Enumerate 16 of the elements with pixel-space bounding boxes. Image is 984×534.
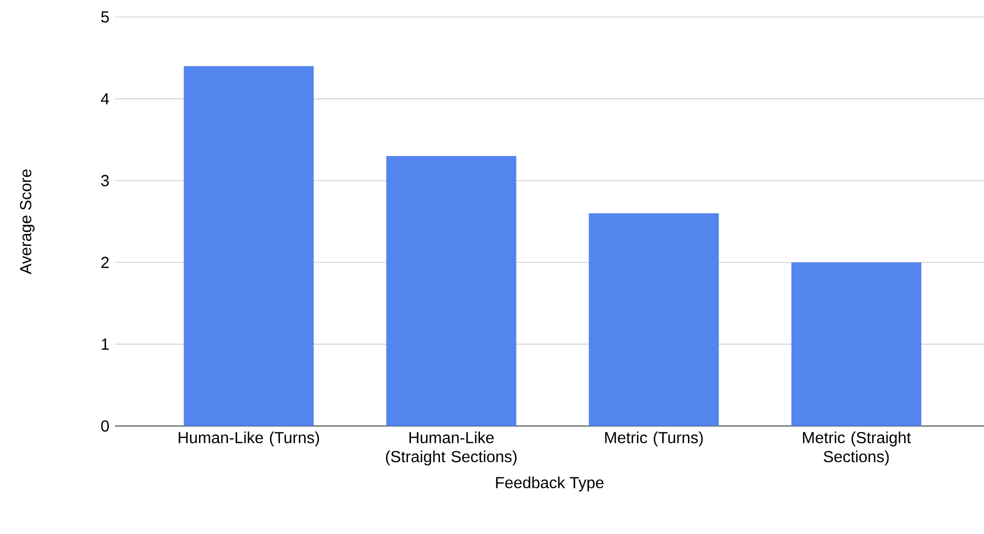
x-tick-label: Metric (Straight Sections) [803, 432, 911, 466]
y-axis-title: Average Score [20, 169, 34, 274]
y-tick-label: 2 [101, 256, 109, 268]
y-tick-label: 3 [101, 174, 109, 186]
x-tick-label: Metric (Turns) [605, 432, 703, 446]
x-tick-label: Human-Like (Straight Sections) [386, 432, 516, 466]
y-tick-label: 5 [101, 11, 109, 23]
bar [791, 262, 922, 426]
x-axis-title: Feedback Type [496, 476, 604, 492]
y-tick-label: 0 [101, 420, 109, 432]
y-tick-label: 4 [100, 93, 109, 104]
y-tick-label: 1 [102, 338, 109, 350]
x-tick-label: Human-Like (Turns) [178, 432, 319, 446]
bar [184, 66, 314, 426]
bar [386, 156, 516, 426]
bar [588, 213, 719, 426]
